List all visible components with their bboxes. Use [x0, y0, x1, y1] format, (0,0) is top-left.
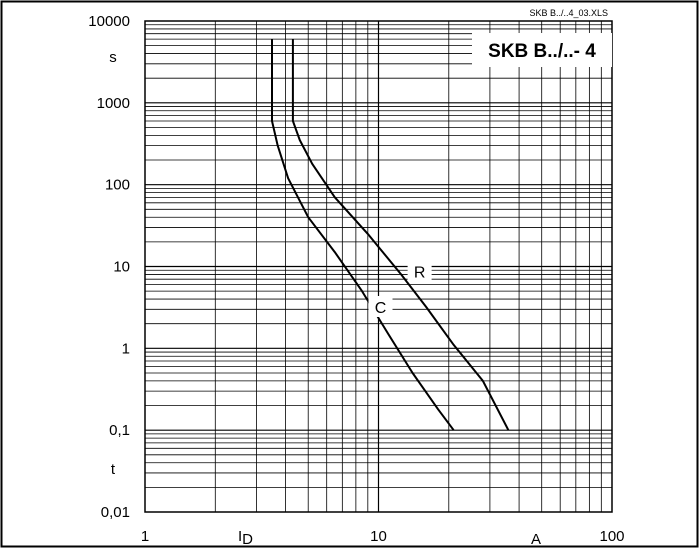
y-unit-label: s	[109, 49, 117, 66]
y-tick-label: 1000	[97, 95, 130, 112]
y-tick-label: 1	[122, 340, 130, 357]
grid	[145, 21, 612, 512]
file-label: SKB B../..4_03.XLS	[529, 8, 608, 18]
plot-frame	[144, 20, 613, 513]
chart-title: SKB B../..- 4	[488, 41, 596, 62]
curve-labels: CR	[368, 260, 432, 317]
curve-label-bg	[368, 295, 393, 317]
y-tick-label: 10	[113, 259, 130, 276]
x-var-label-sub: D	[242, 531, 253, 548]
y-tick-label: 0,01	[101, 504, 130, 521]
y-tick-label: 100	[105, 177, 130, 194]
x-tick-label: 10	[370, 528, 387, 545]
series-line-c	[271, 39, 455, 431]
y-tick-label: 10000	[88, 13, 130, 30]
title-box	[472, 33, 612, 67]
x-var-label: ID	[238, 528, 253, 548]
curve-label-bg	[407, 260, 432, 282]
curve-label-c: C	[375, 300, 387, 317]
y-tick-label: 0,1	[109, 422, 130, 439]
series-line-r	[291, 39, 510, 431]
y-var-label: t	[111, 461, 116, 478]
x-unit-label: A	[531, 531, 541, 548]
x-tick-label: 100	[599, 528, 624, 545]
file-label-bg	[506, 7, 612, 19]
y-tick-labels: 10000 1000 100 10 1 0,1 0,01	[88, 13, 130, 521]
curve-label-r: R	[414, 264, 426, 281]
x-var-label-main: I	[238, 528, 242, 545]
x-tick-labels: 1 10 100	[141, 528, 625, 545]
x-tick-label: 1	[141, 528, 149, 545]
series-layer	[271, 39, 510, 431]
